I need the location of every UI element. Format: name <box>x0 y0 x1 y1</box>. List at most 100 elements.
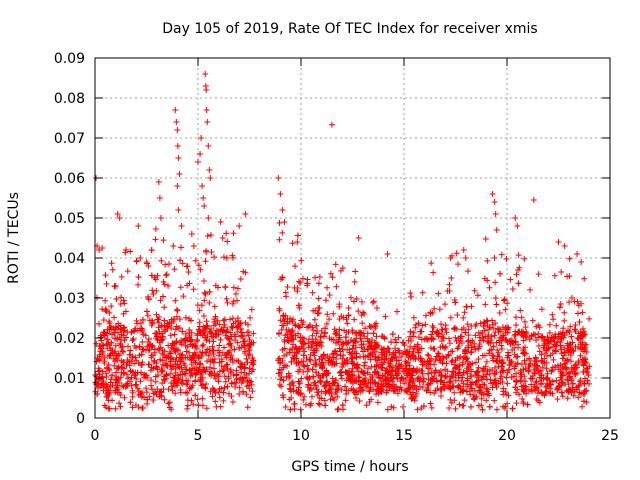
data-point <box>579 309 586 316</box>
data-point <box>322 297 329 304</box>
data-point <box>412 393 419 400</box>
data-point <box>578 259 585 265</box>
data-point <box>350 386 357 393</box>
data-point <box>153 360 160 367</box>
data-point <box>279 207 286 213</box>
data-point <box>223 230 230 237</box>
data-point <box>107 323 114 330</box>
data-point <box>479 334 486 341</box>
data-point <box>184 402 191 409</box>
data-point <box>312 274 319 281</box>
data-point <box>170 243 177 249</box>
data-point <box>227 329 234 336</box>
data-point <box>225 373 232 380</box>
data-point <box>173 306 180 313</box>
data-point <box>392 345 399 352</box>
data-point <box>491 370 498 377</box>
data-point <box>471 340 478 347</box>
data-point <box>133 381 140 388</box>
data-point <box>200 195 207 201</box>
data-point <box>99 351 106 358</box>
data-point <box>484 338 491 345</box>
data-point <box>203 87 210 93</box>
data-point <box>282 332 289 339</box>
data-point <box>490 352 497 359</box>
data-point <box>478 395 485 402</box>
data-point <box>460 314 467 321</box>
data-point <box>568 333 575 340</box>
data-point <box>438 377 445 384</box>
data-point <box>460 325 467 332</box>
data-point <box>202 291 209 298</box>
data-point <box>445 384 452 391</box>
data-point <box>326 316 333 323</box>
data-point <box>418 345 425 352</box>
data-point <box>284 283 291 290</box>
data-point <box>495 380 502 387</box>
data-point <box>114 382 121 389</box>
data-point <box>148 364 155 371</box>
data-point <box>538 306 545 313</box>
data-point <box>484 386 491 393</box>
data-point <box>567 323 574 330</box>
data-point <box>362 325 369 332</box>
data-point <box>161 354 168 361</box>
data-point <box>168 366 175 373</box>
data-point <box>221 384 228 391</box>
data-point <box>341 327 348 334</box>
data-point <box>184 397 191 404</box>
data-point <box>203 107 210 113</box>
data-point <box>566 346 573 353</box>
data-point <box>200 313 207 320</box>
data-point <box>523 334 530 341</box>
data-point <box>237 325 244 332</box>
data-point <box>221 316 228 323</box>
data-point <box>292 343 299 350</box>
data-point <box>161 317 168 324</box>
data-point <box>183 366 190 373</box>
data-point <box>532 379 539 386</box>
data-point <box>334 406 341 413</box>
data-point <box>154 316 161 323</box>
data-point <box>178 341 185 348</box>
data-point <box>150 396 157 403</box>
data-point <box>96 357 103 364</box>
data-point <box>197 348 204 355</box>
data-point <box>231 379 238 386</box>
data-point <box>121 337 128 344</box>
x-tick-label: 10 <box>292 428 310 444</box>
data-point <box>577 377 584 384</box>
data-point <box>314 392 321 399</box>
data-point <box>202 71 209 77</box>
data-point <box>317 334 324 341</box>
data-point <box>462 356 469 363</box>
data-point <box>286 396 293 403</box>
data-point <box>513 370 520 377</box>
data-point <box>280 313 287 320</box>
data-point <box>276 236 283 243</box>
data-point <box>385 345 392 352</box>
data-point <box>93 340 100 347</box>
data-point <box>188 397 195 404</box>
data-point <box>518 383 525 390</box>
data-point <box>229 315 236 322</box>
data-point <box>239 338 246 345</box>
data-point <box>410 314 417 321</box>
data-point <box>373 362 380 369</box>
data-point <box>540 344 547 351</box>
data-point <box>222 283 229 290</box>
data-point <box>462 348 469 355</box>
data-point <box>543 365 550 372</box>
data-point <box>505 366 512 373</box>
data-point <box>328 336 335 343</box>
data-point <box>278 366 285 373</box>
data-point <box>465 268 472 275</box>
data-point <box>212 389 219 396</box>
data-point <box>500 297 507 304</box>
data-point <box>463 367 470 374</box>
data-point <box>518 377 525 384</box>
data-point <box>298 375 305 382</box>
data-point <box>346 346 353 353</box>
data-point <box>437 386 444 393</box>
data-point <box>395 347 402 354</box>
